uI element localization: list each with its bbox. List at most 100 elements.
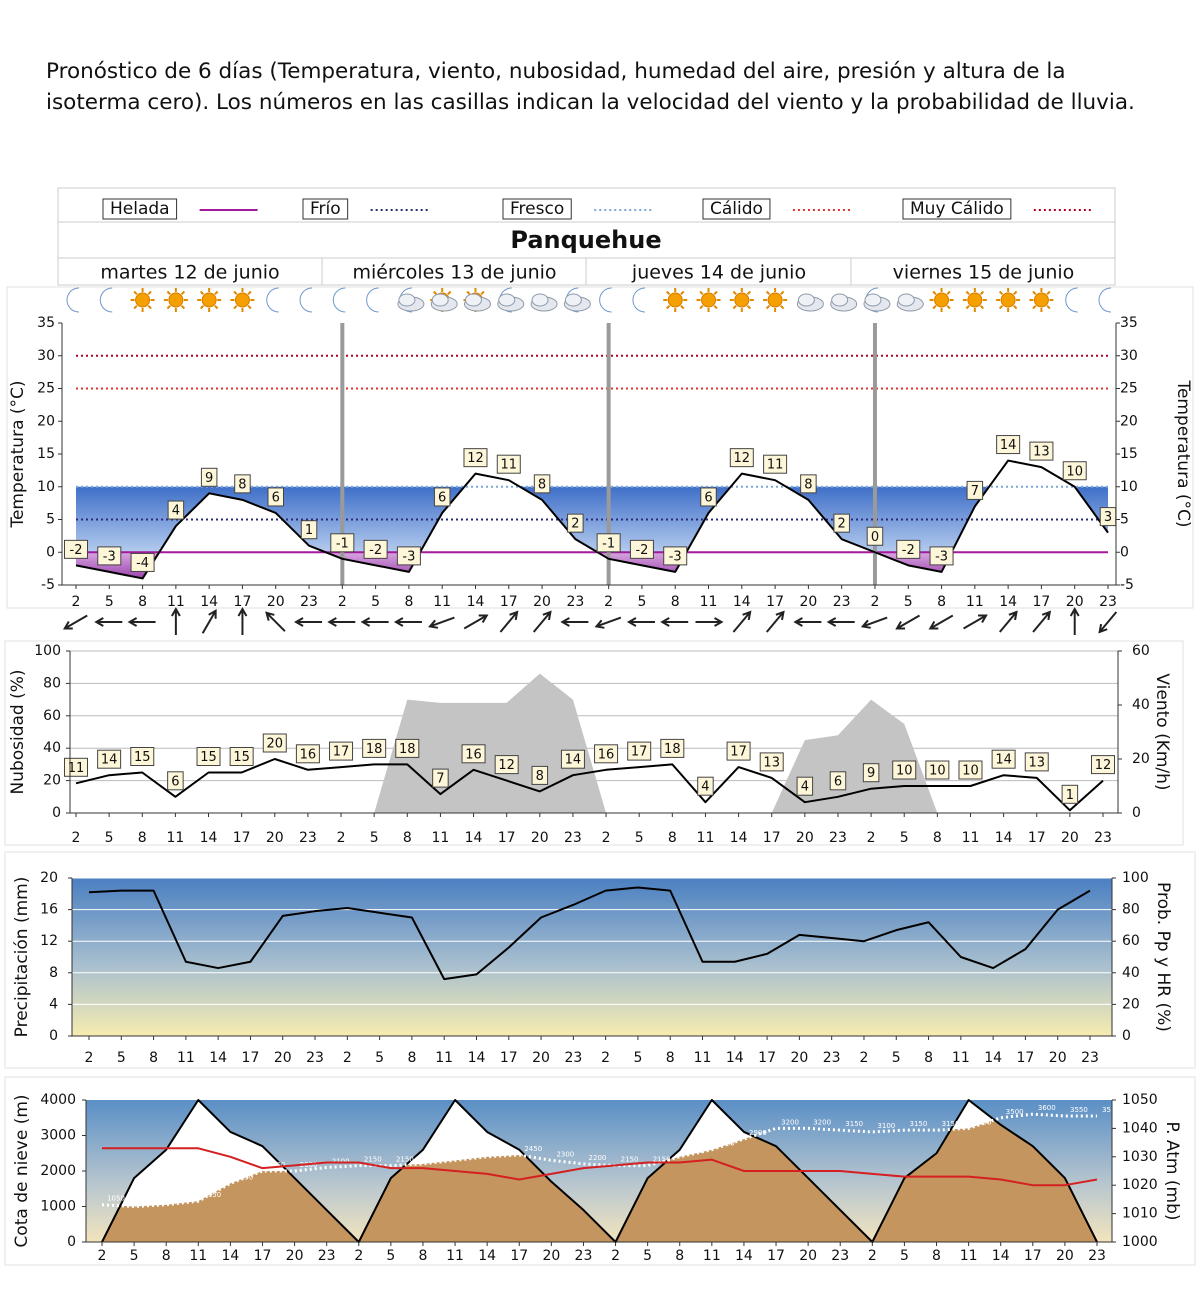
value-label-box xyxy=(866,526,884,546)
legend-label: Helada xyxy=(110,199,170,219)
series-line xyxy=(75,758,1104,812)
y-tick-label: 20 xyxy=(40,870,58,886)
sun-ray xyxy=(1032,290,1037,296)
x-tick-label: 14 xyxy=(995,830,1013,846)
weather-icon xyxy=(266,287,279,313)
value-label: 11 xyxy=(68,761,85,776)
series-line xyxy=(102,1147,1098,1187)
value-label: 2 xyxy=(838,517,846,532)
value-label: -3 xyxy=(103,549,116,564)
sun-ray xyxy=(998,304,1004,310)
x-tick-label: 17 xyxy=(766,594,784,610)
series-line xyxy=(88,886,1091,981)
value-label: 12 xyxy=(1095,758,1112,773)
weather-icon xyxy=(896,293,924,312)
value-label: 2300 xyxy=(556,1150,574,1158)
wind-arrow xyxy=(62,614,88,630)
weather-icon xyxy=(66,287,80,313)
moon xyxy=(499,287,512,313)
x-tick-label: 5 xyxy=(117,1050,126,1066)
sun-ray xyxy=(946,304,951,310)
x-tick-label: 2 xyxy=(343,1050,352,1066)
cloud xyxy=(564,293,582,307)
value-label-box xyxy=(167,771,184,791)
sun xyxy=(667,292,683,308)
x-tick-label: 5 xyxy=(105,830,114,846)
sun-ray xyxy=(247,304,252,310)
y2-tick-label: 20 xyxy=(1120,413,1138,429)
value-label: -3 xyxy=(669,549,682,564)
x-tick-label: 20 xyxy=(286,1248,304,1264)
value-label: 3500 xyxy=(1006,1108,1024,1116)
area xyxy=(76,673,1103,813)
x-tick-label: 14 xyxy=(730,830,748,846)
value-label: 3150 xyxy=(845,1120,863,1128)
x-tick-label: 2 xyxy=(868,1248,877,1264)
value-label-box xyxy=(295,744,320,764)
value-label: 13 xyxy=(1033,445,1050,460)
value-label-box xyxy=(833,513,850,533)
x-tick-label: 5 xyxy=(386,1248,395,1264)
legend-box xyxy=(102,198,178,220)
sun-ray xyxy=(965,290,970,296)
value-label: 18 xyxy=(399,742,416,757)
value-label: 2450 xyxy=(524,1145,542,1153)
day-label: miércoles 13 de junio xyxy=(352,262,556,284)
value-label: 15 xyxy=(134,750,151,765)
x-tick-label: 11 xyxy=(703,1248,721,1264)
moon xyxy=(1065,287,1078,313)
sun xyxy=(967,292,983,308)
y2-tick-label: 5 xyxy=(1120,512,1129,528)
value-label: 7 xyxy=(971,484,979,499)
value-label: 10 xyxy=(962,764,979,779)
y2-tick-label: 25 xyxy=(1120,381,1138,397)
sun xyxy=(135,292,151,308)
value-label: 2300 xyxy=(460,1150,478,1158)
value-label-box xyxy=(531,765,549,785)
wind-arrow xyxy=(94,617,123,627)
weather-icon xyxy=(430,288,458,312)
value-label: -2 xyxy=(369,543,382,558)
x-tick-label: 2 xyxy=(601,1050,610,1066)
value-label: 2150 xyxy=(396,1156,414,1164)
wind-arrow xyxy=(171,606,181,635)
x-tick-label: 14 xyxy=(221,1248,239,1264)
x-tick-label: 17 xyxy=(233,830,251,846)
moon xyxy=(632,287,645,313)
sun-ray xyxy=(1032,304,1037,310)
value-label: 10 xyxy=(929,764,946,779)
cloud xyxy=(398,293,416,307)
value-label-box xyxy=(130,552,155,572)
value-label: 18 xyxy=(366,742,383,757)
y2-axis-title: P. Atm (mb) xyxy=(1162,1122,1182,1221)
sun-ray xyxy=(233,304,238,310)
y2-tick-label: 20 xyxy=(1122,996,1140,1012)
y2-tick-label: 40 xyxy=(1122,965,1140,981)
y2-tick-label: 60 xyxy=(1122,933,1140,949)
x-tick-label: 8 xyxy=(675,1248,684,1264)
y-tick-label: 4000 xyxy=(40,1092,76,1108)
value-label: 2900 xyxy=(749,1129,767,1137)
value-label-box xyxy=(494,755,519,775)
legend-box xyxy=(302,198,349,220)
value-label-box xyxy=(329,741,354,761)
y2-tick-label: 30 xyxy=(1120,348,1138,364)
sun-ray xyxy=(180,304,186,310)
x-tick-label: 8 xyxy=(932,1248,941,1264)
value-label: 1050 xyxy=(171,1195,189,1203)
y-tick-label: 20 xyxy=(37,413,55,429)
wind-arrow xyxy=(765,610,785,633)
wind-arrow xyxy=(499,610,519,633)
x-tick-label: 23 xyxy=(564,1050,582,1066)
wind-arrow xyxy=(594,616,622,629)
sun-ray xyxy=(133,304,138,310)
x-tick-label: 23 xyxy=(831,1248,849,1264)
moon xyxy=(99,287,113,313)
value-label: 2600 xyxy=(717,1140,735,1148)
value-label-box xyxy=(300,520,318,540)
value-label: 1650 xyxy=(235,1173,253,1181)
moon xyxy=(399,287,412,313)
weather-icon xyxy=(962,288,987,312)
sun-ray xyxy=(780,290,785,296)
x-tick-label: 5 xyxy=(130,1248,139,1264)
